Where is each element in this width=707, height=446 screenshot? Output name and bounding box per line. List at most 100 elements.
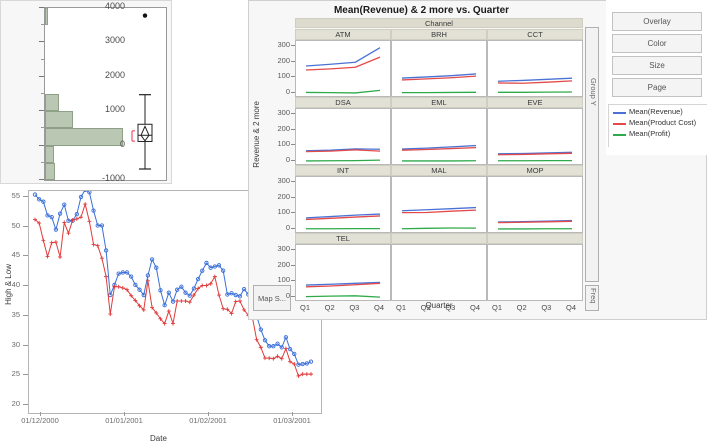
data-point-marker[interactable] — [166, 290, 171, 295]
data-point-marker[interactable] — [66, 231, 71, 236]
data-point-marker[interactable] — [103, 248, 109, 253]
trellis-panel-body[interactable] — [487, 176, 583, 233]
data-point-marker[interactable] — [62, 202, 67, 207]
trellis-panel-body[interactable] — [295, 244, 391, 301]
data-point-marker[interactable] — [208, 265, 213, 270]
data-point-marker[interactable] — [279, 345, 284, 350]
data-point-marker[interactable] — [120, 285, 125, 290]
data-point-marker[interactable] — [221, 268, 226, 273]
freq-drop-zone[interactable]: Freq — [585, 285, 599, 311]
trellis-panel-body[interactable] — [391, 108, 487, 165]
data-point-marker[interactable] — [45, 254, 50, 259]
data-point-marker[interactable] — [275, 354, 280, 359]
boxplot-outlier-point[interactable] — [142, 13, 148, 18]
data-point-marker[interactable] — [304, 361, 309, 366]
data-point-marker[interactable] — [158, 316, 163, 321]
trellis-panel-body[interactable] — [487, 244, 583, 301]
data-point-marker[interactable] — [70, 218, 75, 223]
map-shape-button[interactable]: Map S... — [253, 285, 291, 311]
data-point-marker[interactable] — [229, 311, 234, 316]
data-point-marker[interactable] — [208, 281, 213, 286]
data-point-marker[interactable] — [263, 356, 267, 361]
histogram-bar[interactable] — [45, 145, 54, 163]
data-point-marker[interactable] — [271, 344, 276, 349]
trellis-panel-body[interactable] — [391, 176, 487, 233]
data-point-marker[interactable] — [133, 282, 138, 288]
data-point-marker[interactable] — [179, 299, 184, 303]
data-point-marker[interactable] — [129, 274, 134, 279]
data-point-marker[interactable] — [170, 299, 176, 304]
drop-zone-overlay-button[interactable]: Overlay — [612, 12, 702, 31]
data-point-marker[interactable] — [216, 263, 222, 268]
data-point-marker[interactable] — [62, 220, 67, 225]
drop-zone-page-button[interactable]: Page — [612, 78, 702, 97]
data-point-marker[interactable] — [229, 291, 234, 296]
data-point-marker[interactable] — [187, 300, 192, 305]
data-point-marker[interactable] — [308, 359, 314, 364]
drop-zone-color-button[interactable]: Color — [612, 34, 702, 53]
data-point-marker[interactable] — [125, 287, 129, 292]
data-point-marker[interactable] — [154, 310, 159, 315]
trellis-panel-body[interactable] — [487, 108, 583, 165]
data-point-marker[interactable] — [99, 223, 105, 228]
data-point-marker[interactable] — [288, 359, 293, 364]
histogram-bar[interactable] — [45, 8, 49, 26]
data-point-marker[interactable] — [53, 240, 58, 245]
data-point-marker[interactable] — [279, 356, 284, 361]
data-point-marker[interactable] — [200, 283, 205, 288]
data-point-marker[interactable] — [283, 346, 288, 351]
data-point-marker[interactable] — [225, 307, 230, 312]
histogram-boxplot-window[interactable]: 4000 3000 2000 1000 0 -1000 — [0, 0, 172, 184]
data-point-marker[interactable] — [217, 293, 221, 298]
data-point-marker[interactable] — [129, 293, 134, 298]
data-point-marker[interactable] — [45, 213, 50, 218]
boxplot-area[interactable] — [124, 7, 167, 181]
data-point-marker[interactable] — [304, 372, 309, 377]
data-point-marker[interactable] — [49, 240, 54, 245]
histogram-bar[interactable] — [45, 111, 74, 129]
data-point-marker[interactable] — [150, 305, 155, 310]
data-point-marker[interactable] — [78, 194, 84, 200]
data-point-marker[interactable] — [271, 356, 276, 361]
trellis-panel-body[interactable] — [391, 244, 487, 301]
data-point-marker[interactable] — [233, 292, 238, 298]
data-point-marker[interactable] — [145, 273, 151, 278]
data-point-marker[interactable] — [162, 321, 167, 326]
data-point-marker[interactable] — [267, 356, 272, 361]
data-point-marker[interactable] — [191, 293, 196, 298]
data-point-marker[interactable] — [58, 255, 63, 259]
data-point-marker[interactable] — [116, 284, 121, 289]
data-point-marker[interactable] — [292, 362, 297, 367]
data-point-marker[interactable] — [74, 212, 79, 217]
data-point-marker[interactable] — [241, 286, 247, 292]
data-point-marker[interactable] — [79, 215, 83, 220]
data-point-marker[interactable] — [133, 298, 138, 303]
data-point-marker[interactable] — [83, 191, 87, 192]
data-point-marker[interactable] — [195, 276, 201, 282]
data-point-marker[interactable] — [95, 223, 100, 228]
data-point-marker[interactable] — [33, 217, 37, 222]
data-point-marker[interactable] — [254, 337, 259, 342]
data-point-marker[interactable] — [158, 288, 163, 293]
data-point-marker[interactable] — [237, 299, 242, 303]
data-point-marker[interactable] — [116, 271, 121, 276]
data-point-marker[interactable] — [49, 215, 54, 220]
data-point-marker[interactable] — [191, 286, 197, 291]
data-point-marker[interactable] — [204, 283, 209, 288]
data-point-marker[interactable] — [175, 299, 180, 303]
data-point-marker[interactable] — [57, 211, 63, 216]
data-point-marker[interactable] — [212, 264, 217, 269]
data-point-marker[interactable] — [91, 208, 96, 213]
data-point-marker[interactable] — [183, 299, 188, 303]
data-point-marker[interactable] — [204, 260, 209, 266]
data-point-marker[interactable] — [296, 373, 301, 378]
data-point-marker[interactable] — [200, 268, 205, 273]
data-point-marker[interactable] — [91, 242, 96, 247]
data-point-marker[interactable] — [87, 191, 92, 195]
group-y-drop-zone[interactable]: Group Y — [585, 27, 599, 282]
data-point-marker[interactable] — [108, 312, 113, 317]
data-point-marker[interactable] — [212, 274, 217, 279]
data-point-marker[interactable] — [104, 274, 109, 279]
data-point-marker[interactable] — [83, 202, 88, 207]
data-point-marker[interactable] — [296, 362, 301, 367]
